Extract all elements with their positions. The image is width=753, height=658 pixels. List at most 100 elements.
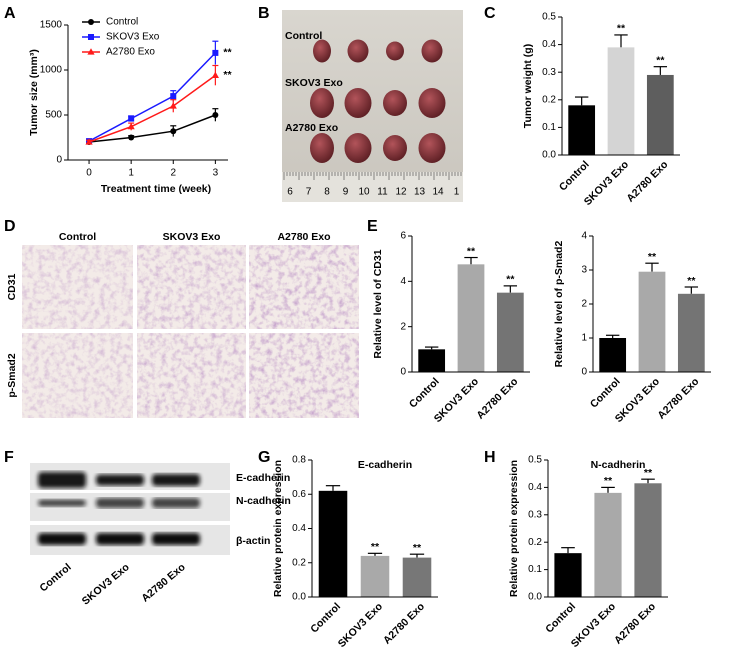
band bbox=[96, 533, 144, 545]
bar bbox=[360, 555, 390, 597]
lane-label: SKOV3 Exo bbox=[80, 561, 132, 607]
error-bar bbox=[614, 34, 628, 48]
error-bar bbox=[561, 547, 575, 554]
x-tick-label: Control bbox=[308, 601, 343, 636]
row-label: A2780 Exo bbox=[285, 122, 338, 134]
significance: ** bbox=[648, 251, 657, 263]
tumor bbox=[418, 88, 446, 118]
row-label: Control bbox=[285, 30, 322, 42]
significance: ** bbox=[617, 23, 626, 35]
error-bar bbox=[325, 485, 341, 491]
bar bbox=[677, 293, 705, 372]
tumor bbox=[421, 39, 443, 63]
chart-title: N-cadherin bbox=[591, 459, 646, 471]
x-tick-label: 1 bbox=[128, 168, 134, 179]
marker bbox=[169, 102, 177, 109]
x-tick-label: 3 bbox=[213, 168, 219, 179]
ihc-stain bbox=[137, 245, 246, 329]
y-tick-label: 2 bbox=[400, 321, 406, 332]
y-tick-label: 3 bbox=[581, 265, 587, 276]
x-axis-label: Treatment time (week) bbox=[101, 183, 211, 195]
band bbox=[38, 499, 86, 507]
legend-item: Control bbox=[82, 17, 138, 28]
bar bbox=[402, 557, 432, 597]
ruler-number: 12 bbox=[395, 187, 407, 198]
y-tick-label: 2 bbox=[581, 299, 587, 310]
band bbox=[38, 533, 86, 545]
column-label: A2780 Exo bbox=[277, 231, 330, 243]
y-tick-label: 0.6 bbox=[292, 489, 306, 500]
error-bar bbox=[409, 553, 425, 558]
y-axis-label: Relative level of p-Smad2 bbox=[553, 241, 565, 368]
y-tick-label: 0.3 bbox=[528, 509, 542, 520]
error-bar bbox=[424, 346, 439, 350]
error-bar bbox=[653, 66, 668, 75]
row-label: CD31 bbox=[6, 273, 18, 300]
y-tick-label: 1 bbox=[581, 333, 587, 344]
ihc-stain bbox=[22, 333, 133, 418]
tumor bbox=[344, 133, 372, 163]
bar bbox=[607, 47, 635, 155]
ruler-number: 6 bbox=[287, 187, 293, 198]
y-axis-label: Relative protein expression bbox=[272, 460, 284, 597]
legend-item: SKOV3 Exo bbox=[82, 32, 160, 43]
ihc-stain bbox=[22, 245, 133, 329]
bar bbox=[594, 492, 622, 597]
x-tick-label: SKOV3 Exo bbox=[336, 601, 385, 650]
bar bbox=[418, 349, 446, 372]
panel-letter: B bbox=[258, 5, 270, 22]
bar bbox=[646, 74, 674, 155]
series-line bbox=[88, 114, 216, 143]
x-tick-label: 2 bbox=[170, 168, 176, 179]
marker bbox=[170, 93, 177, 100]
band bbox=[96, 474, 144, 486]
row-label: p-Smad2 bbox=[6, 353, 18, 398]
y-tick-label: 0.5 bbox=[542, 12, 556, 23]
tumor bbox=[383, 135, 407, 161]
y-tick-label: 0.1 bbox=[528, 564, 542, 575]
y-tick-label: 500 bbox=[45, 110, 62, 121]
x-tick-label: Control bbox=[557, 159, 592, 194]
significance: ** bbox=[371, 541, 380, 553]
significance: ** bbox=[656, 54, 665, 66]
y-tick-label: 1000 bbox=[40, 65, 63, 76]
lane-label: Control bbox=[37, 561, 73, 594]
ruler-number: 13 bbox=[414, 187, 426, 198]
y-axis-label: Tumor weight (g) bbox=[522, 44, 534, 128]
ruler-number: 11 bbox=[377, 187, 388, 198]
significance: ** bbox=[413, 542, 422, 554]
y-tick-label: 0.2 bbox=[528, 537, 542, 548]
y-tick-label: 0.1 bbox=[542, 122, 556, 133]
y-tick-label: 0.4 bbox=[292, 523, 306, 534]
error-bar bbox=[641, 478, 655, 484]
significance: ** bbox=[223, 69, 232, 81]
y-tick-label: 0.0 bbox=[292, 592, 306, 603]
band-label: N-cadherin bbox=[236, 495, 291, 507]
ruler-number: 1 bbox=[454, 187, 460, 198]
ruler-number: 8 bbox=[324, 187, 330, 198]
y-tick-label: 4 bbox=[400, 276, 406, 287]
bar bbox=[554, 553, 582, 597]
ruler bbox=[282, 172, 463, 202]
y-tick-label: 0 bbox=[56, 155, 62, 166]
chart-title: E-cadherin bbox=[358, 459, 412, 471]
error-bar bbox=[464, 256, 478, 265]
band bbox=[96, 498, 144, 508]
panel-letter: H bbox=[484, 449, 496, 466]
marker bbox=[85, 138, 93, 145]
panel-letter: C bbox=[484, 5, 496, 22]
bar bbox=[638, 271, 666, 372]
y-tick-label: 0.0 bbox=[542, 150, 556, 161]
tumor bbox=[347, 39, 369, 63]
significance: ** bbox=[644, 467, 653, 479]
row-label: SKOV3 Exo bbox=[285, 77, 343, 89]
ihc-stain bbox=[249, 333, 359, 418]
bar bbox=[318, 490, 348, 597]
legend-label: SKOV3 Exo bbox=[106, 32, 160, 43]
y-axis-label: Tumor size (mm³) bbox=[28, 49, 40, 136]
ruler-number: 10 bbox=[358, 187, 370, 198]
legend-label: A2780 Exo bbox=[106, 47, 155, 58]
panel-letter: A bbox=[4, 5, 16, 22]
band-label: E-cadherin bbox=[236, 472, 290, 484]
